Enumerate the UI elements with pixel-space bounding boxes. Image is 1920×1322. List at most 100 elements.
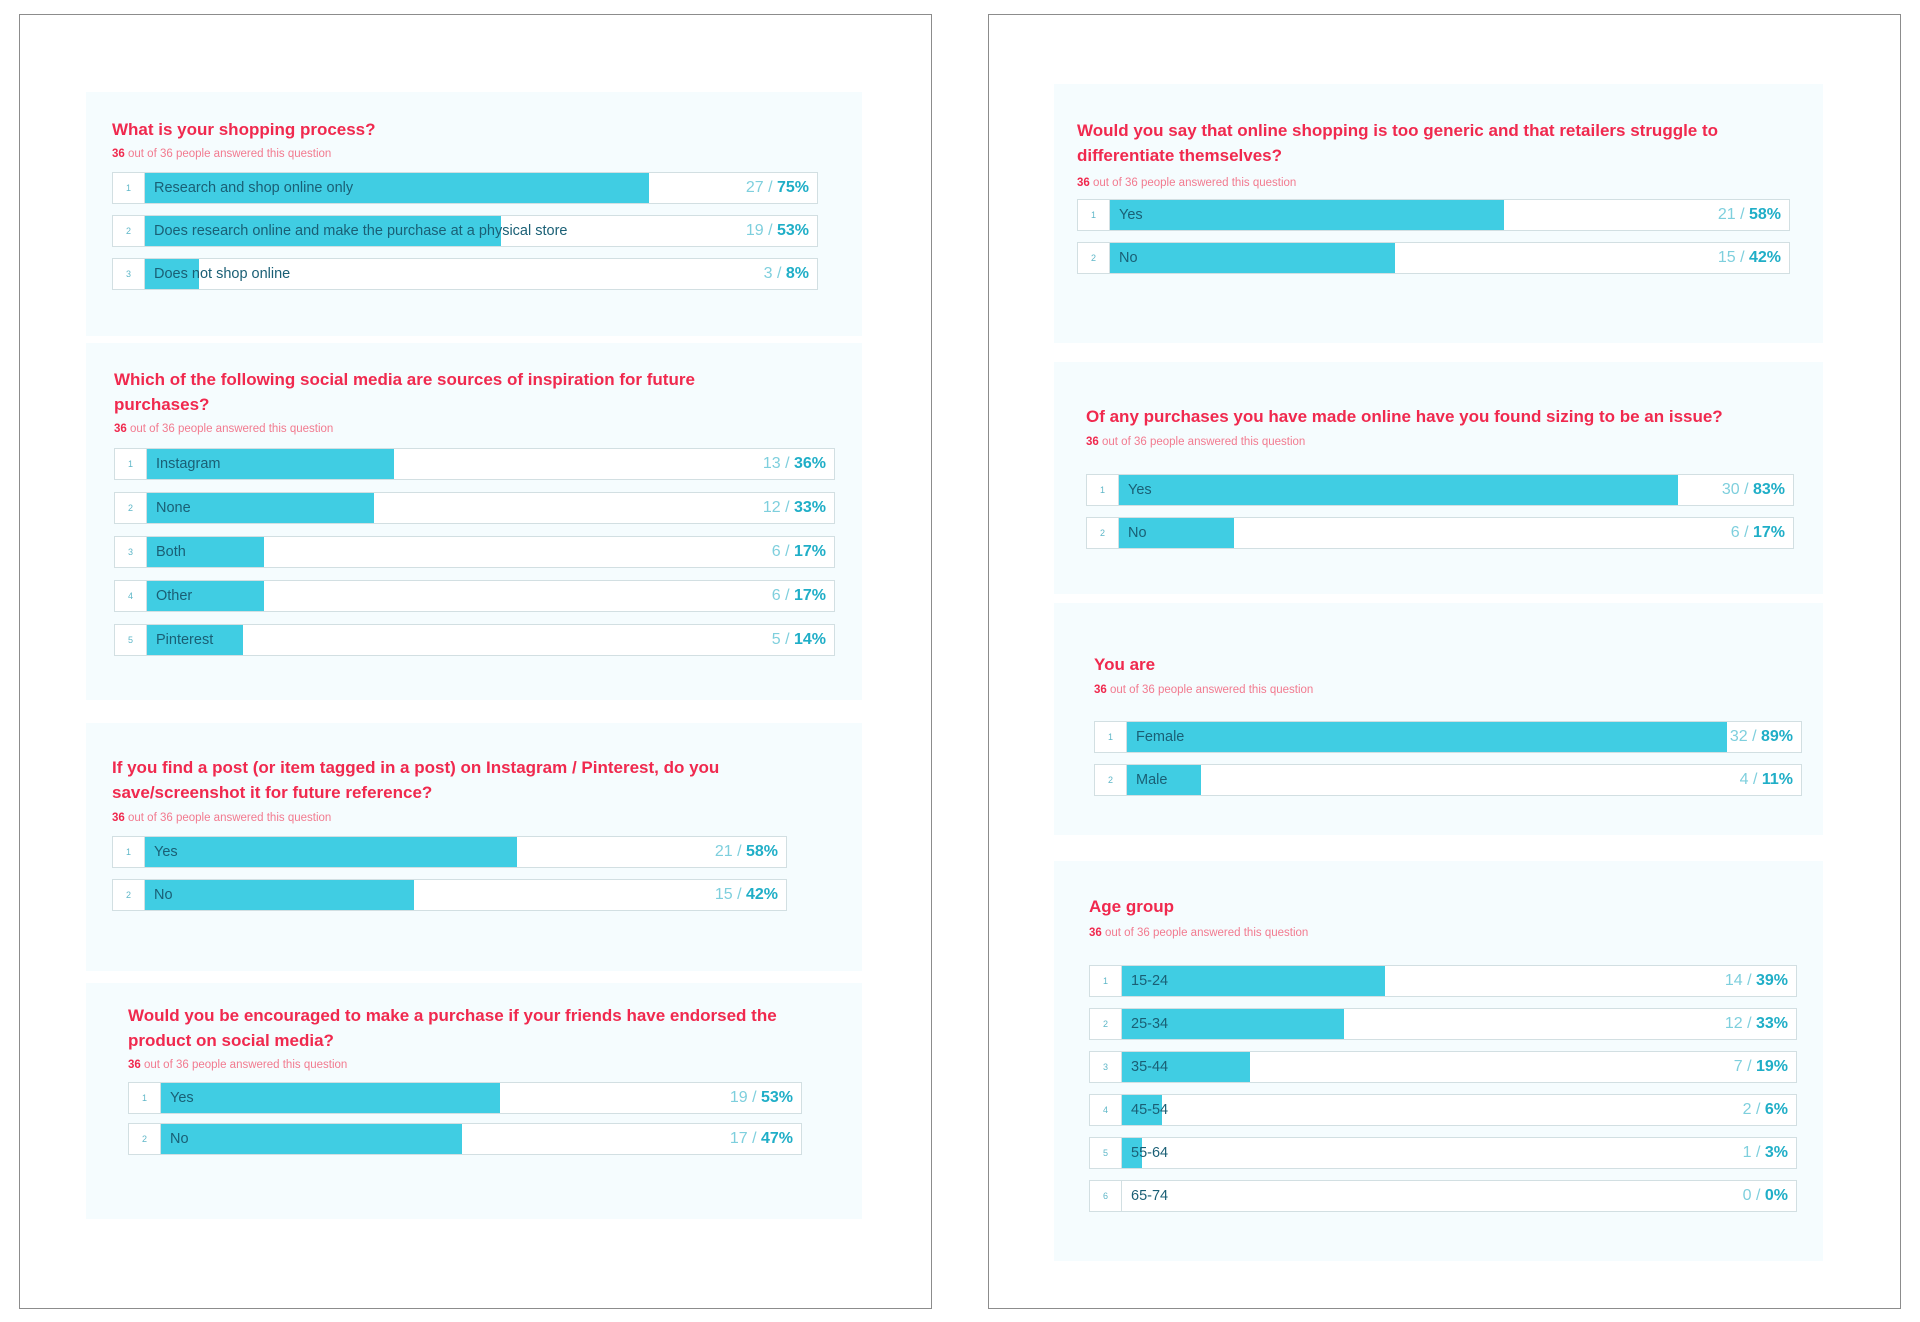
- answer-row: 6 65-74 0 / 0%: [1089, 1180, 1797, 1212]
- answer-row: 1 Instagram 13 / 36%: [114, 448, 835, 480]
- question-card-gender: You are 36 out of 36 people answered thi…: [1054, 603, 1823, 835]
- option-number: 6: [1090, 1181, 1122, 1211]
- option-stat: 6 / 17%: [771, 587, 826, 604]
- question-title: Would you say that online shopping is to…: [1077, 121, 1719, 165]
- question-title: Age group: [1089, 897, 1174, 916]
- answered-count: 36 out of 36 people answered this questi…: [112, 812, 332, 824]
- option-stat: 4 / 11%: [1739, 771, 1793, 788]
- option-number: 2: [129, 1124, 161, 1154]
- answer-row: 3 Does not shop online 3 / 8%: [112, 258, 818, 290]
- answered-count: 36 out of 36 people answered this questi…: [128, 1059, 348, 1071]
- result-bar: [1110, 200, 1504, 230]
- result-bar: [161, 1083, 500, 1113]
- answer-row: 4 45-54 2 / 6%: [1089, 1094, 1797, 1126]
- option-label: No: [170, 1131, 189, 1147]
- question-title: What is your shopping process?: [112, 120, 376, 139]
- option-number: 3: [1090, 1052, 1122, 1082]
- option-stat: 21 / 58%: [1717, 206, 1781, 223]
- option-label: Does not shop online: [154, 266, 291, 282]
- option-label: Yes: [1119, 207, 1143, 223]
- answered-count: 36 out of 36 people answered this questi…: [1089, 927, 1309, 939]
- option-stat: 0 / 0%: [1742, 1187, 1788, 1204]
- result-bar: [1122, 1138, 1142, 1168]
- answered-count: 36 out of 36 people answered this questi…: [114, 423, 334, 435]
- result-bar: [1122, 966, 1385, 996]
- option-stat: 13 / 36%: [762, 455, 826, 472]
- option-label: Pinterest: [156, 632, 214, 648]
- option-stat: 2 / 6%: [1742, 1101, 1788, 1118]
- option-stat: 1 / 3%: [1742, 1144, 1788, 1161]
- option-stat: 6 / 17%: [771, 543, 826, 560]
- option-label: No: [154, 887, 173, 903]
- option-number: 2: [115, 493, 147, 523]
- answer-row: 5 55-64 1 / 3%: [1089, 1137, 1797, 1169]
- option-number: 1: [1087, 475, 1119, 505]
- option-label: No: [1128, 525, 1147, 541]
- result-bar: [145, 259, 199, 289]
- result-bar: [145, 880, 414, 910]
- option-number: 5: [1090, 1138, 1122, 1168]
- option-number: 2: [1090, 1009, 1122, 1039]
- question-card-shopping-process: What is your shopping process? 36 out of…: [86, 92, 862, 336]
- answer-row: 2 No 17 / 47%: [128, 1123, 802, 1155]
- result-bar: [145, 837, 517, 867]
- option-stat: 12 / 33%: [1724, 1015, 1788, 1032]
- option-label: No: [1119, 250, 1138, 266]
- result-bar: [147, 537, 264, 567]
- answer-row: 2 No 15 / 42%: [1077, 242, 1790, 274]
- option-number: 3: [113, 259, 145, 289]
- option-stat: 17 / 47%: [729, 1130, 793, 1147]
- answer-row: 1 15-24 14 / 39%: [1089, 965, 1797, 997]
- option-number: 3: [115, 537, 147, 567]
- answered-count: 36 out of 36 people answered this questi…: [1077, 177, 1297, 189]
- option-label: 65-74: [1131, 1188, 1169, 1204]
- option-number: 1: [1090, 966, 1122, 996]
- option-label: Does research online and make the purcha…: [154, 223, 568, 239]
- option-stat: 21 / 58%: [714, 843, 778, 860]
- option-number: 2: [1087, 518, 1119, 548]
- option-stat: 27 / 75%: [745, 179, 809, 196]
- answer-row: 5 Pinterest 5 / 14%: [114, 624, 835, 656]
- answer-row: 4 Other 6 / 17%: [114, 580, 835, 612]
- option-stat: 14 / 39%: [1724, 972, 1788, 989]
- result-bar: [147, 625, 243, 655]
- result-bar: [147, 449, 394, 479]
- option-stat: 19 / 53%: [729, 1089, 793, 1106]
- answer-row: 3 Both 6 / 17%: [114, 536, 835, 568]
- option-number: 4: [1090, 1095, 1122, 1125]
- result-bar: [147, 493, 374, 523]
- report-page-right: Would you say that online shopping is to…: [988, 14, 1901, 1309]
- result-bar: [147, 581, 264, 611]
- option-label: Female: [1136, 729, 1185, 745]
- option-number: 2: [113, 216, 145, 246]
- question-title: Which of the following social media are …: [114, 370, 695, 414]
- option-stat: 19 / 53%: [745, 222, 809, 239]
- option-number: 5: [115, 625, 147, 655]
- option-stat: 15 / 42%: [714, 886, 778, 903]
- option-stat: 30 / 83%: [1721, 481, 1785, 498]
- option-stat: 3 / 8%: [763, 265, 809, 282]
- question-card-friends-endorsed: Would you be encouraged to make a purcha…: [86, 983, 862, 1219]
- result-bar: [1119, 518, 1234, 548]
- option-number: 1: [129, 1083, 161, 1113]
- option-number: 1: [113, 837, 145, 867]
- option-label: Both: [156, 544, 186, 560]
- result-bar: [145, 216, 501, 246]
- question-card-social-media: Which of the following social media are …: [86, 343, 862, 700]
- option-label: 25-34: [1131, 1016, 1169, 1032]
- answer-row: 2 No 6 / 17%: [1086, 517, 1794, 549]
- option-label: 55-64: [1131, 1145, 1169, 1161]
- question-title: If you find a post (or item tagged in a …: [112, 758, 720, 802]
- result-bar: [145, 173, 649, 203]
- question-card-generic-shopping: Would you say that online shopping is to…: [1054, 84, 1823, 343]
- option-stat: 15 / 42%: [1717, 249, 1781, 266]
- option-label: 35-44: [1131, 1059, 1169, 1075]
- answer-row: 1 Yes 21 / 58%: [112, 836, 787, 868]
- option-label: Yes: [170, 1090, 194, 1106]
- option-stat: 5 / 14%: [771, 631, 826, 648]
- option-number: 1: [1078, 200, 1110, 230]
- option-stat: 12 / 33%: [762, 499, 826, 516]
- option-number: 2: [1078, 243, 1110, 273]
- answered-count: 36 out of 36 people answered this questi…: [1086, 436, 1306, 448]
- option-label: 15-24: [1131, 973, 1169, 989]
